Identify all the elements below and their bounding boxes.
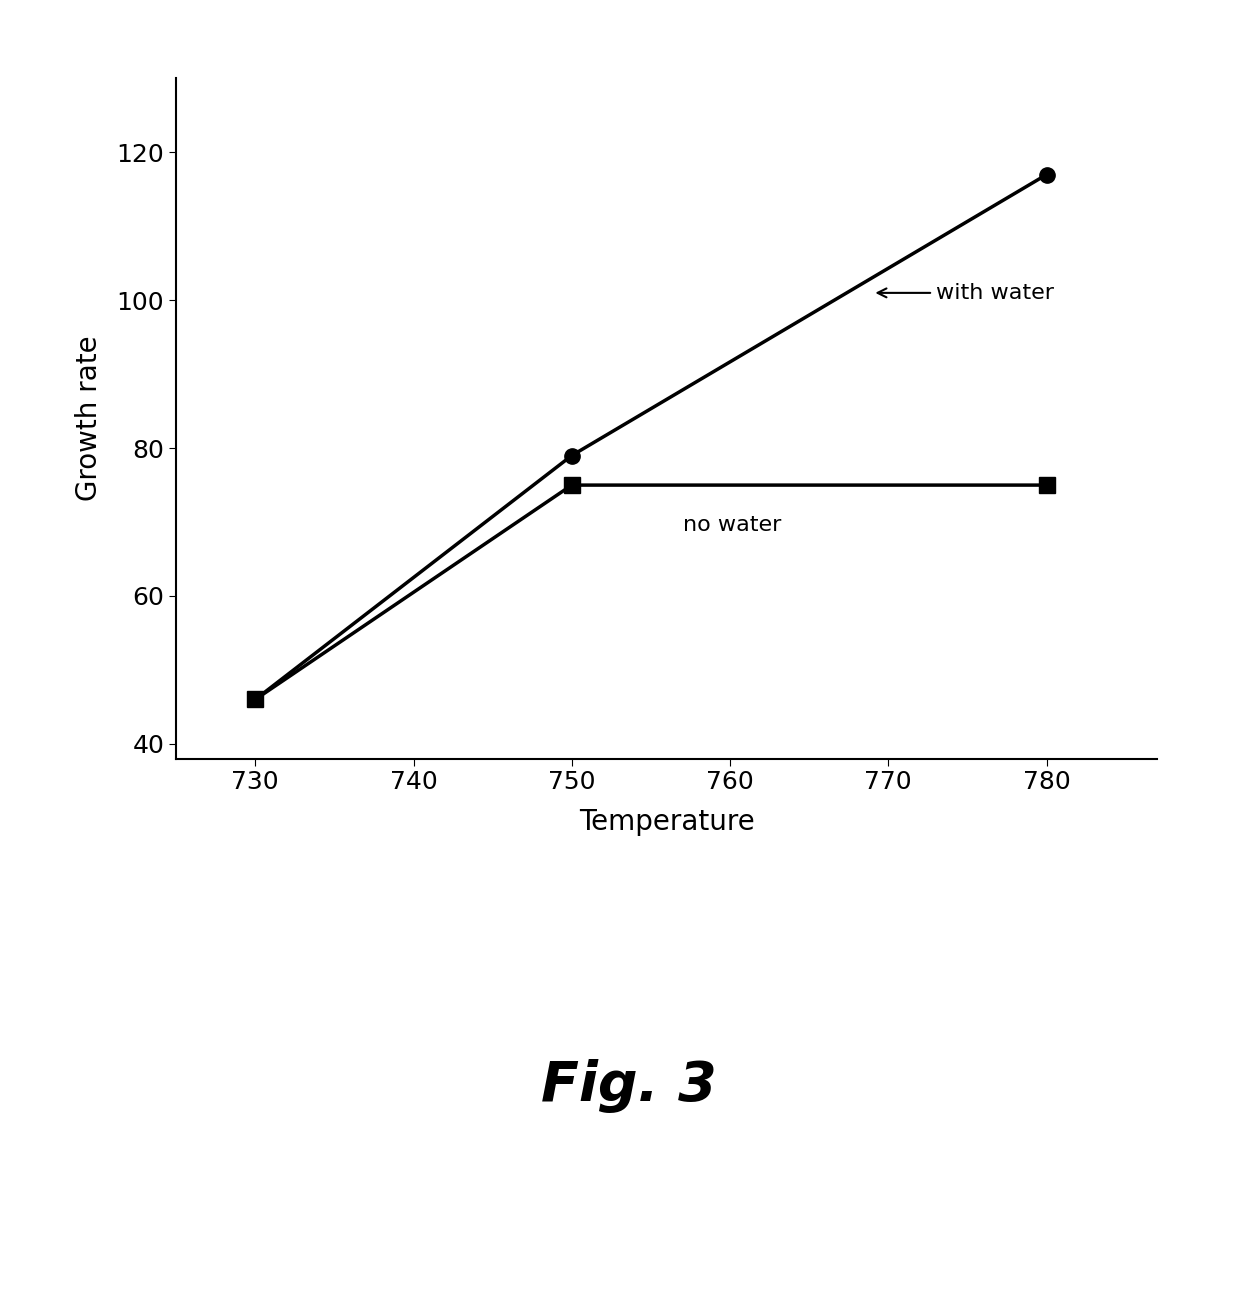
Y-axis label: Growth rate: Growth rate bbox=[74, 336, 103, 501]
Text: Fig. 3: Fig. 3 bbox=[541, 1058, 717, 1113]
X-axis label: Temperature: Temperature bbox=[579, 808, 755, 836]
Text: no water: no water bbox=[683, 514, 781, 535]
Text: with water: with water bbox=[878, 283, 1054, 303]
